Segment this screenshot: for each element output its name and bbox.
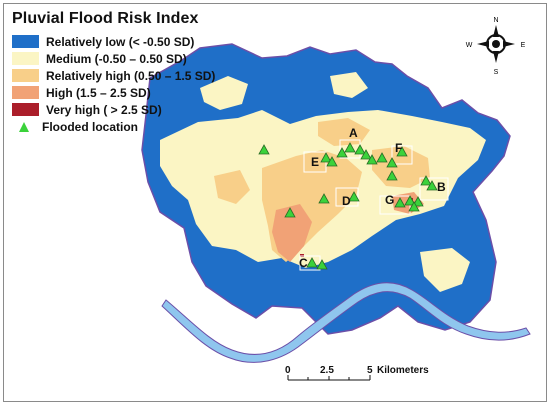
legend-label: Medium (-0.50 – 0.50 SD): [46, 51, 187, 66]
relatively-high-zone: [318, 118, 370, 146]
west-label: W: [466, 42, 473, 49]
flooded-location-marker: [318, 193, 330, 204]
high-zone: [272, 204, 312, 262]
flooded-location-marker: [344, 142, 356, 153]
flooded-location-marker: [306, 257, 318, 268]
inset-box-b: [419, 177, 449, 201]
flooded-location-marker: [408, 201, 420, 212]
flooded-location-marker: [412, 196, 424, 207]
flooded-location-marker: [336, 147, 348, 158]
flooded-location-marker: [284, 207, 296, 218]
legend-item-very-high: Very high ( > 2.5 SD): [12, 102, 162, 117]
site-label-e: E: [311, 155, 320, 169]
relatively-high-zone: [214, 170, 250, 204]
legend-item-medium: Medium (-0.50 – 0.50 SD): [12, 51, 187, 66]
flooded-location-marker: [404, 195, 416, 206]
site-label-c: C: [299, 256, 308, 270]
inset-box-d: [335, 187, 359, 207]
site-label-d: D: [342, 194, 351, 208]
east-label: E: [521, 42, 526, 49]
legend-label: Very high ( > 2.5 SD): [46, 102, 162, 117]
flooded-location-marker: [426, 180, 438, 191]
flooded-location-marker: [326, 156, 338, 167]
scale-tick-5: 5: [367, 365, 373, 376]
flooded-location-marker: [316, 259, 328, 270]
map-title: Pluvial Flood Risk Index: [12, 10, 199, 27]
flooded-location-marker: [420, 175, 432, 186]
legend-item-flooded-location: Flooded location: [12, 119, 138, 134]
flooded-location-marker: [376, 152, 388, 163]
inset-box-f: [391, 145, 413, 165]
medium-zone: [420, 248, 470, 292]
site-label-f: F: [395, 141, 403, 155]
site-label-b: B: [437, 180, 446, 194]
flooded-location-marker: [354, 144, 366, 155]
scale-tick-2-5: 2.5: [320, 365, 334, 376]
north-arrow: N S W E: [466, 17, 526, 76]
legend-item-relatively-low: Relatively low (< -0.50 SD): [12, 34, 194, 49]
flooded-location-marker: [360, 149, 372, 160]
north-label: N: [493, 17, 498, 24]
flooded-location-marker: [394, 197, 406, 208]
legend-swatch: [12, 69, 39, 82]
flooded-location-marker: [396, 146, 408, 157]
legend-swatch: [12, 86, 39, 99]
south-label: S: [494, 69, 499, 76]
river: [161, 282, 531, 363]
legend-item-high: High (1.5 – 2.5 SD): [12, 85, 151, 100]
legend-label: Relatively low (< -0.50 SD): [46, 34, 195, 49]
flooded-location-marker: [386, 157, 398, 168]
scale-tick-0: 0: [285, 365, 291, 376]
medium-zone: [200, 76, 248, 110]
scale-bar: [287, 375, 371, 381]
relatively-high-zone: [372, 146, 430, 188]
flooded-location-marker: [386, 170, 398, 181]
legend-item-relatively-high: Relatively high (0.50 – 1.5 SD): [12, 68, 215, 83]
legend-label: Flooded location: [42, 119, 138, 134]
legend-swatch: [12, 35, 39, 48]
site-label-a: A: [349, 126, 358, 140]
legend-swatch: [12, 103, 39, 116]
scale-unit: Kilometers: [377, 365, 429, 376]
medium-zone: [330, 72, 368, 98]
legend-label: High (1.5 – 2.5 SD): [46, 85, 151, 100]
site-label-g: G: [385, 193, 395, 207]
legend-swatch: [12, 52, 39, 65]
flooded-location-icon: [19, 121, 29, 132]
flooded-location-marker: [258, 144, 270, 155]
legend-label: Relatively high (0.50 – 1.5 SD): [46, 68, 216, 83]
flooded-location-marker: [366, 154, 378, 165]
flooded-location-marker: [320, 152, 332, 163]
flooded-location-marker: [348, 191, 360, 202]
